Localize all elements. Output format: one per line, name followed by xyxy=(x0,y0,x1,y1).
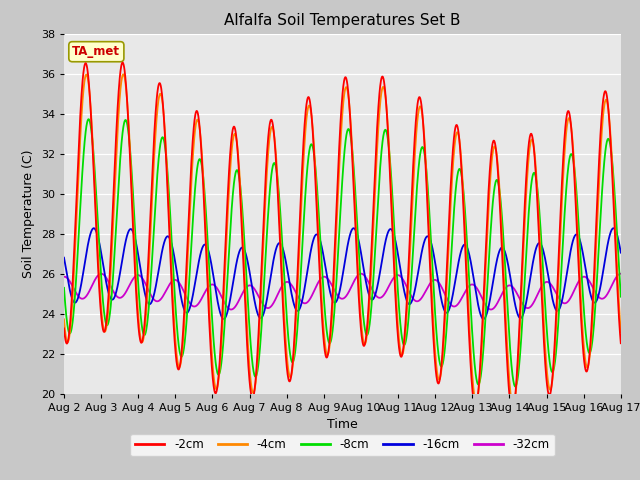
Y-axis label: Soil Temperature (C): Soil Temperature (C) xyxy=(22,149,35,278)
Title: Alfalfa Soil Temperatures Set B: Alfalfa Soil Temperatures Set B xyxy=(224,13,461,28)
Text: TA_met: TA_met xyxy=(72,45,120,58)
Legend: -2cm, -4cm, -8cm, -16cm, -32cm: -2cm, -4cm, -8cm, -16cm, -32cm xyxy=(130,433,555,456)
X-axis label: Time: Time xyxy=(327,418,358,431)
